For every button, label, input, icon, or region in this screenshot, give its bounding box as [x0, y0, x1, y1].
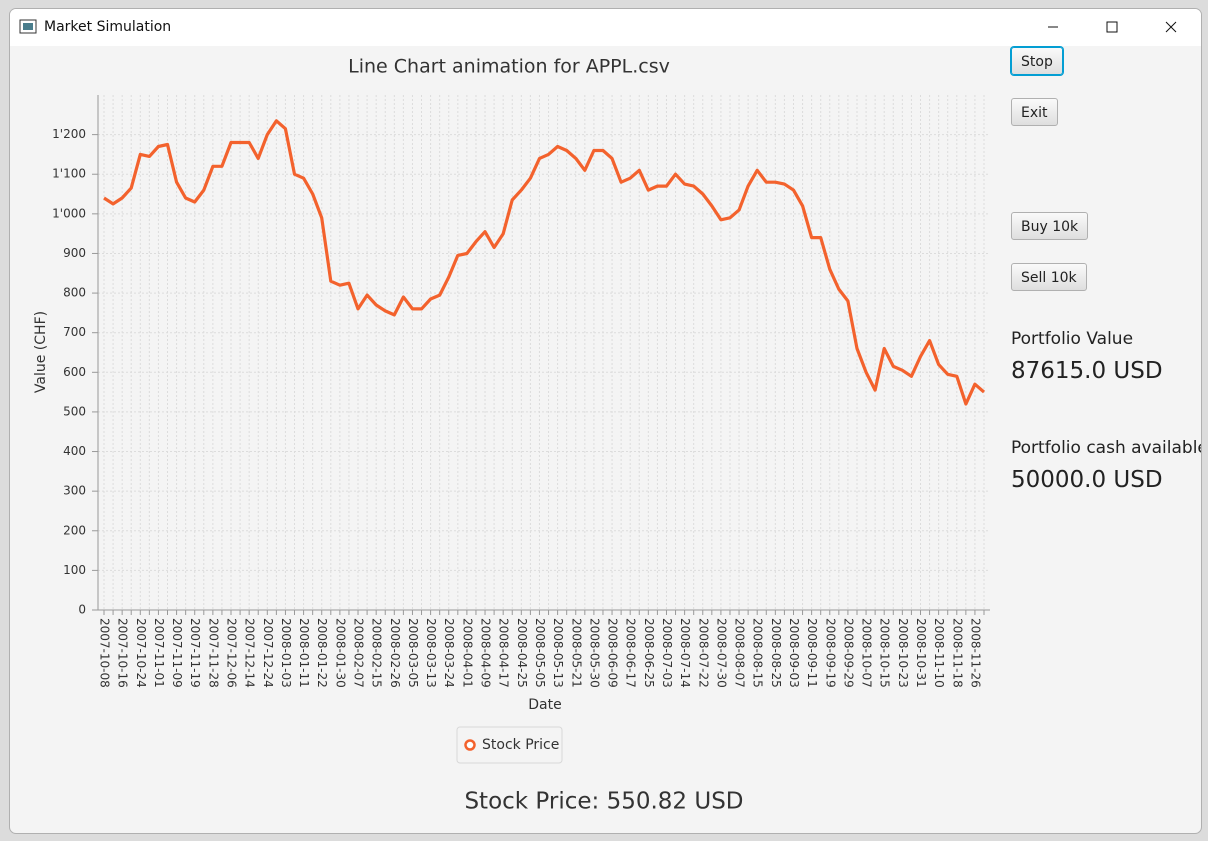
- buy-button[interactable]: Buy 10k: [1011, 212, 1089, 240]
- window-title: Market Simulation: [44, 19, 172, 35]
- x-tick-label: 2008-09-03: [787, 618, 801, 688]
- x-tick-label: 2008-06-17: [624, 618, 638, 688]
- legend-label: Stock Price: [482, 737, 559, 753]
- status-text: Stock Price: 550.82 USD: [464, 789, 743, 815]
- x-tick-label: 2007-12-14: [243, 618, 257, 688]
- title-bar: Market Simulation: [10, 9, 1201, 46]
- sell-button[interactable]: Sell 10k: [1011, 263, 1087, 291]
- x-tick-label: 2008-08-15: [751, 618, 765, 688]
- x-tick-label: 2008-11-26: [968, 618, 982, 688]
- x-tick-label: 2008-03-13: [424, 618, 438, 688]
- x-tick-label: 2008-07-14: [678, 618, 692, 688]
- y-tick-label: 1'100: [52, 167, 86, 181]
- y-tick-label: 500: [63, 404, 86, 418]
- x-tick-label: 2008-09-29: [841, 618, 855, 688]
- y-tick-label: 1'200: [52, 127, 86, 141]
- x-tick-label: 2008-07-30: [714, 618, 728, 688]
- y-tick-label: 1'000: [52, 206, 86, 220]
- stop-button[interactable]: Stop: [1011, 47, 1063, 75]
- x-tick-label: 2008-09-19: [823, 618, 837, 688]
- x-tick-label: 2008-06-09: [606, 618, 620, 688]
- x-tick-label: 2008-07-03: [660, 618, 674, 688]
- x-tick-label: 2008-08-07: [733, 618, 747, 688]
- x-tick-label: 2008-04-01: [460, 618, 474, 688]
- window-controls[interactable]: [1030, 9, 1190, 46]
- close[interactable]: [1165, 21, 1177, 33]
- x-tick-label: 2008-02-26: [388, 618, 402, 688]
- x-tick-label: 2007-11-19: [188, 618, 202, 688]
- y-tick-label: 200: [63, 523, 86, 537]
- y-tick-label: 700: [63, 325, 86, 339]
- portfolio-cash: 50000.0 USD: [1011, 467, 1163, 493]
- window: Market Simulation Stop Exit Buy 10k Sell…: [9, 8, 1202, 834]
- x-tick-label: 2007-12-06: [225, 618, 239, 688]
- chart: Line Chart animation for APPL.csv Date V…: [33, 56, 990, 815]
- x-tick-label: 2008-03-05: [406, 618, 420, 688]
- x-tick-label: 2008-07-22: [696, 618, 710, 688]
- y-tick-label: 900: [63, 246, 86, 260]
- portfolio-value: 87615.0 USD: [1011, 358, 1163, 384]
- x-tick-label: 2008-04-25: [515, 618, 529, 688]
- x-tick-label: 2008-10-07: [860, 618, 874, 688]
- x-tick-label: 2008-10-23: [896, 618, 910, 688]
- y-tick-label: 100: [63, 563, 86, 577]
- y-tick-label: 600: [63, 365, 86, 379]
- y-tick-label: 300: [63, 484, 86, 498]
- x-tick-label: 2007-12-24: [261, 618, 275, 688]
- y-tick-label: 400: [63, 444, 86, 458]
- x-tick-label: 2008-05-21: [569, 618, 583, 688]
- x-tick-label: 2008-05-05: [533, 618, 547, 688]
- maximize[interactable]: [1106, 21, 1118, 33]
- x-tick-label: 2008-05-13: [551, 618, 565, 688]
- legend-symbol: [464, 739, 476, 751]
- x-tick-label: 2008-11-18: [950, 618, 964, 688]
- x-tick-label: 2008-04-09: [479, 618, 493, 688]
- chart-title: Line Chart animation for APPL.csv: [348, 56, 670, 78]
- x-tick-label: 2007-11-28: [206, 618, 220, 688]
- exit-button[interactable]: Exit: [1011, 98, 1058, 126]
- x-tick-label: 2008-09-11: [805, 618, 819, 688]
- x-tick-label: 2008-02-07: [352, 618, 366, 688]
- y-tick-label: 800: [63, 286, 86, 300]
- legend: [456, 726, 563, 764]
- x-tick-label: 2007-10-08: [98, 618, 112, 688]
- x-axis-label: Date: [528, 697, 561, 713]
- price-line: [103, 119, 986, 406]
- y-axis-label: Value (CHF): [33, 311, 49, 393]
- y-tick-label: 0: [78, 603, 86, 617]
- x-tick-label: 2008-10-31: [914, 618, 928, 688]
- x-tick-label: 2008-10-15: [878, 618, 892, 688]
- x-tick-label: 2007-10-16: [116, 618, 130, 688]
- x-tick-label: 2007-10-24: [134, 618, 148, 688]
- x-tick-label: 2008-08-25: [769, 618, 783, 688]
- portfolio-cash-label: Portfolio cash available: [1011, 438, 1202, 458]
- x-tick-label: 2008-01-03: [279, 618, 293, 688]
- x-tick-label: 2007-11-09: [170, 618, 184, 688]
- x-tick-label: 2008-05-30: [587, 618, 601, 688]
- x-tick-label: 2008-06-25: [642, 618, 656, 688]
- x-tick-label: 2008-11-10: [932, 618, 946, 688]
- portfolio-value-label: Portfolio Value: [1011, 329, 1134, 349]
- x-tick-label: 2008-01-22: [315, 618, 329, 688]
- x-tick-label: 2008-01-30: [333, 618, 347, 688]
- x-tick-label: 2008-02-15: [370, 618, 384, 688]
- x-tick-label: 2007-11-01: [152, 618, 166, 688]
- x-tick-label: 2008-04-17: [497, 618, 511, 688]
- x-tick-label: 2008-03-24: [442, 618, 456, 688]
- app-icon: [19, 19, 37, 34]
- x-tick-label: 2008-01-11: [297, 618, 311, 688]
